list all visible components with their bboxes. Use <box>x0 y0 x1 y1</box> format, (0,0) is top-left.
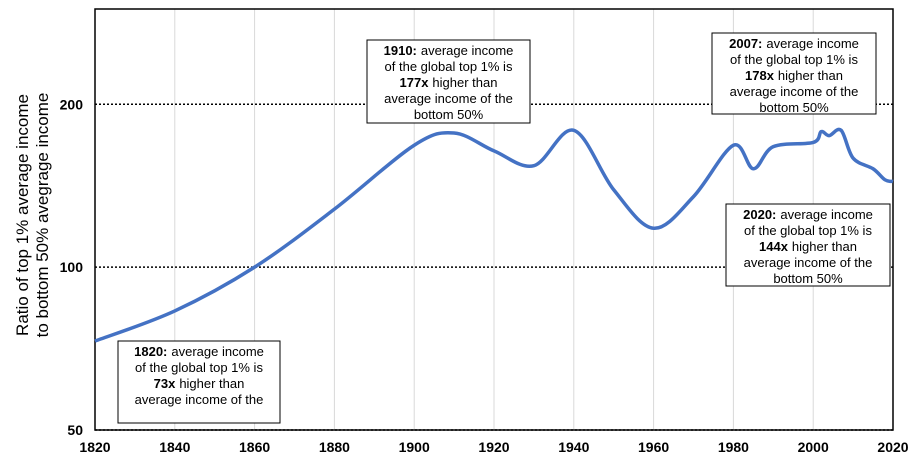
annotation-text: of the global top 1% is <box>385 59 513 74</box>
annotation-rest: of the global top 1% is <box>135 360 263 375</box>
x-tick-label: 2020 <box>877 439 908 455</box>
y-axis-label: to bottom 50% avegrage income <box>33 93 52 338</box>
annotation-bold: 73x <box>154 376 176 391</box>
y-tick-label: 200 <box>60 96 84 112</box>
annotation-rest: average income <box>421 43 514 58</box>
annotation-rest: higher than <box>432 75 497 90</box>
x-tick-label: 1880 <box>319 439 350 455</box>
x-tick-label: 2000 <box>798 439 829 455</box>
plot-frame <box>94 8 894 431</box>
annotation-bold: 2007: <box>729 36 762 51</box>
annotation-text: 2020: average income <box>743 207 873 222</box>
annotation-box <box>117 340 281 424</box>
annotation-text: of the global top 1% is <box>135 360 263 375</box>
y-axis-label: Ratio of top 1% average income <box>13 94 32 336</box>
annotation-rest: average income of the <box>384 91 513 106</box>
annotation-bold: 2020: <box>743 207 776 222</box>
annotation-rest: average income of the <box>730 84 859 99</box>
annotation-bold: 178x <box>745 68 775 83</box>
annotation-rest: higher than <box>778 68 843 83</box>
annotation-box <box>711 32 877 115</box>
annotation-bold: 1820: <box>134 344 167 359</box>
x-tick-label: 1960 <box>638 439 669 455</box>
x-tick-label: 1940 <box>558 439 589 455</box>
x-tick-label: 1840 <box>159 439 190 455</box>
annotation-rest: of the global top 1% is <box>744 223 872 238</box>
x-tick-label: 1900 <box>399 439 430 455</box>
annotation-rest: bottom 50% <box>759 100 829 115</box>
annotation-text: average income of the <box>384 91 513 106</box>
x-tick-label: 1920 <box>478 439 509 455</box>
annotation-box <box>725 203 891 287</box>
annotation-rest: higher than <box>792 239 857 254</box>
x-tick-label: 1820 <box>79 439 110 455</box>
annotation-bold: 1910: <box>384 43 417 58</box>
annotation-rest: average income of the <box>744 255 873 270</box>
annotation-rest: average income <box>766 36 859 51</box>
annotation-text: 1820: average income <box>134 344 264 359</box>
x-tick-label: 1980 <box>718 439 749 455</box>
annotation-box <box>366 39 531 124</box>
y-tick-label: 50 <box>67 422 83 438</box>
y-tick-label: 100 <box>60 259 84 275</box>
annotation-rest: of the global top 1% is <box>385 59 513 74</box>
annotation-text: bottom 50% <box>759 100 829 115</box>
data-line <box>94 127 894 343</box>
annotation-text: 144x higher than <box>759 239 857 254</box>
annotation-text: bottom 50% <box>773 271 843 286</box>
annotation-rest: of the global top 1% is <box>730 52 858 67</box>
annotation-text: of the global top 1% is <box>730 52 858 67</box>
annotation-text: 1910: average income <box>384 43 514 58</box>
annotation-text: average income of the <box>135 392 264 407</box>
annotation-text: 73x higher than <box>154 376 245 391</box>
annotation-text: average income of the <box>744 255 873 270</box>
annotation-text: bottom 50% <box>414 107 484 122</box>
annotation-text: of the global top 1% is <box>744 223 872 238</box>
annotation-rest: average income of the <box>135 392 264 407</box>
annotation-rest: average income <box>780 207 873 222</box>
annotation-rest: average income <box>171 344 264 359</box>
annotation-text: 178x higher than <box>745 68 843 83</box>
annotation-bold: 144x <box>759 239 789 254</box>
annotation-bold: 177x <box>400 75 430 90</box>
annotation-text: 2007: average income <box>729 36 859 51</box>
annotation-rest: bottom 50% <box>414 107 484 122</box>
annotation-rest: bottom 50% <box>773 271 843 286</box>
annotation-rest: higher than <box>179 376 244 391</box>
annotation-text: 177x higher than <box>400 75 498 90</box>
annotation-text: average income of the <box>730 84 859 99</box>
x-tick-label: 1860 <box>239 439 270 455</box>
